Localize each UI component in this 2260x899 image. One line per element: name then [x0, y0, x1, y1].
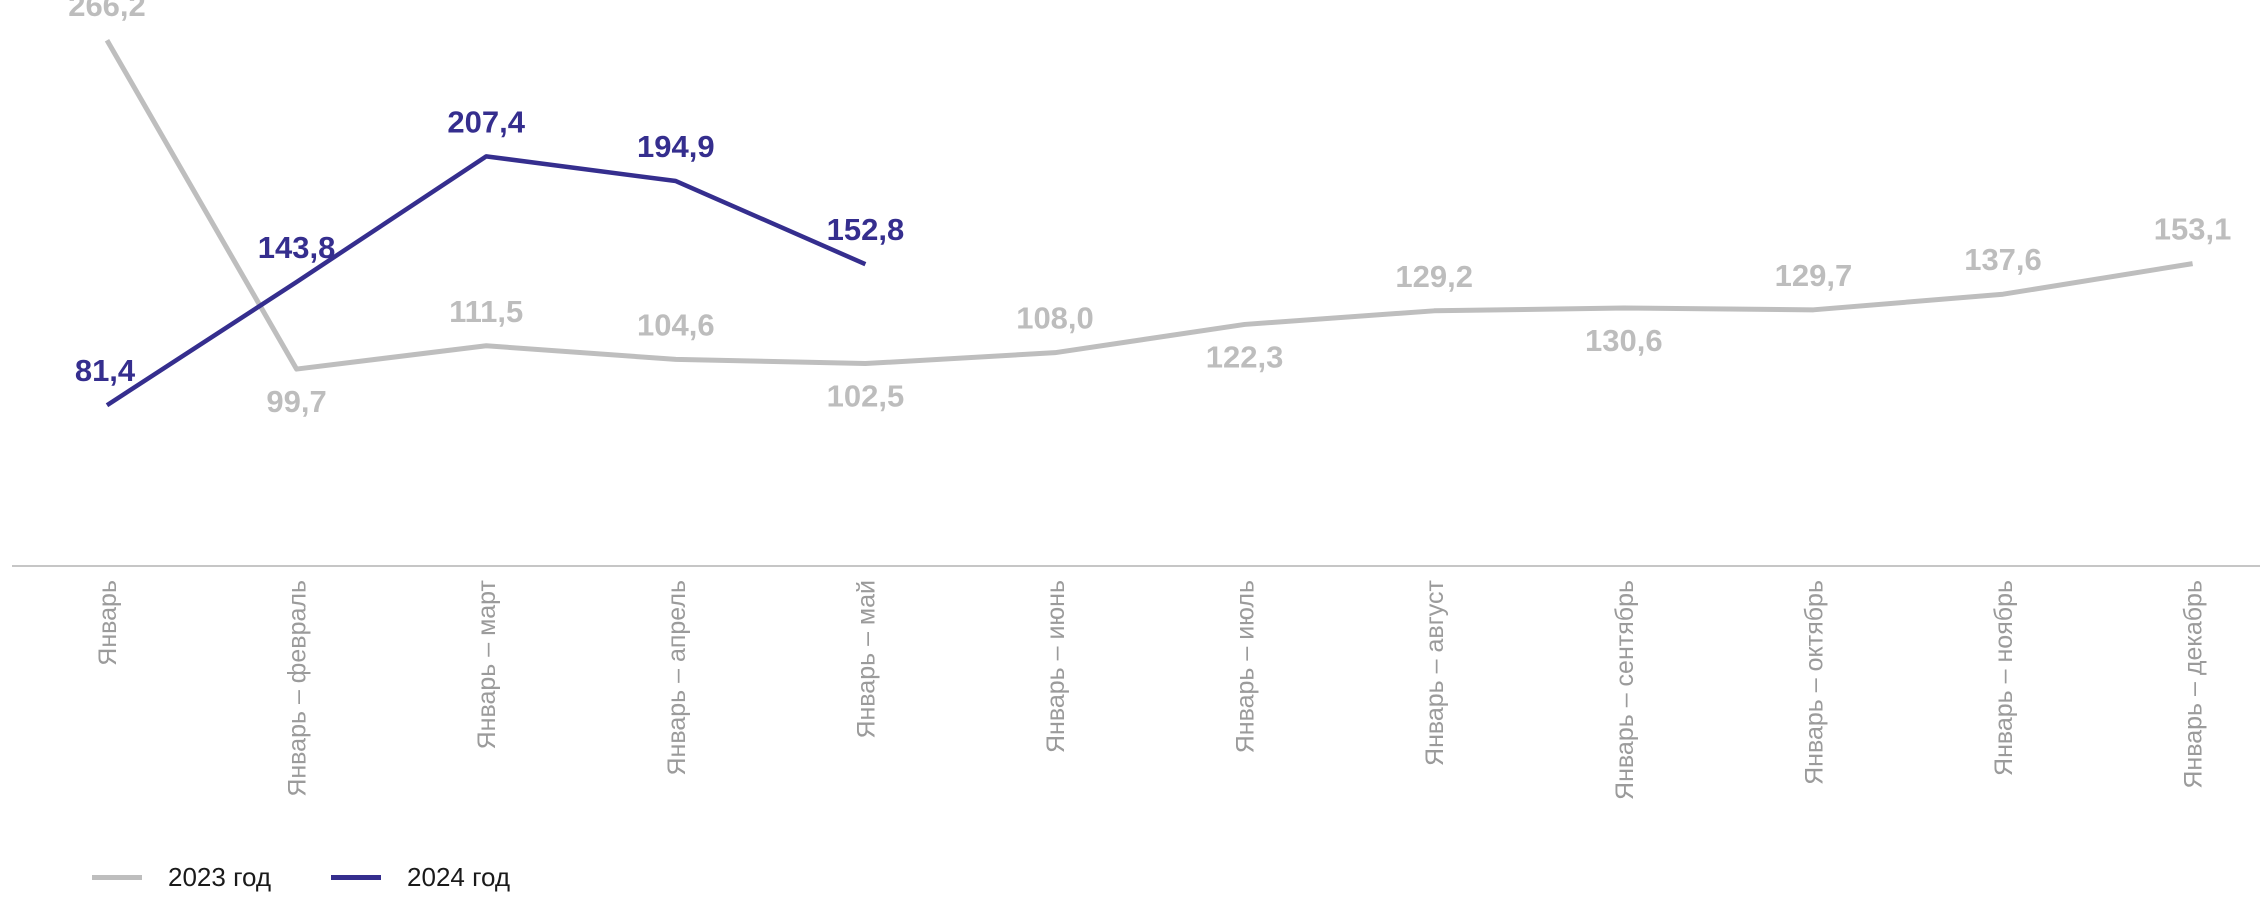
series-line-2024 [105, 154, 867, 408]
x-tick-label-11: Январь – декабрь [2180, 580, 2208, 789]
data-label-2023-11: 153,1 [2154, 212, 2232, 247]
series-line-2023 [104, 38, 2193, 372]
x-tick-label-9: Январь – октябрь [1800, 580, 1828, 785]
data-label-2023-4: 102,5 [827, 379, 905, 414]
data-label-2024-4: 152,8 [827, 212, 905, 247]
legend-label-2023: 2023 год [168, 862, 272, 892]
x-tick-label-10: Январь – ноябрь [1990, 580, 2018, 776]
x-tick-label-6: Январь – июль [1232, 580, 1260, 753]
data-label-2023-5: 108,0 [1016, 301, 1094, 336]
legend: 2023 год 2024 год [92, 862, 510, 893]
x-tick-label-2: Январь – март [473, 579, 501, 749]
data-label-2023-7: 129,2 [1395, 259, 1473, 294]
x-tick-label-3: Январь – апрель [663, 580, 691, 776]
data-label-2023-3: 104,6 [637, 307, 715, 342]
x-tick-label-8: Январь – сентябрь [1611, 580, 1639, 800]
x-tick-label-5: Январь – июнь [1042, 580, 1070, 753]
data-label-2023-8: 130,6 [1585, 323, 1663, 358]
data-label-2023-10: 137,6 [1964, 242, 2042, 277]
x-tick-label-7: Январь – август [1421, 579, 1449, 766]
legend-swatch-2023 [92, 875, 142, 880]
line-chart: 266,2 99,7 111,5 104,6 102,5 108,0 122,3 129,2 1… [12, 0, 2260, 800]
data-label-2023-2: 111,5 [449, 294, 523, 329]
data-label-2023-9: 129,7 [1775, 258, 1853, 293]
data-label-2023-1: 99,7 [266, 384, 326, 419]
legend-swatch-2024 [331, 875, 382, 880]
legend-label-2024: 2024 год [407, 862, 511, 892]
legend-item-2023: 2023 год [92, 862, 271, 893]
legend-item-2024: 2024 год [331, 862, 510, 893]
data-label-2024-2: 207,4 [447, 104, 525, 139]
data-label-2024-0: 81,4 [75, 353, 136, 388]
data-label-2023-6: 122,3 [1206, 339, 1284, 374]
x-tick-label-1: Январь – февраль [284, 580, 312, 797]
x-tick-label-0: Январь [94, 580, 122, 666]
data-label-2024-3: 194,9 [637, 129, 715, 164]
x-tick-label-4: Январь – май [852, 580, 880, 739]
data-label-2023-0: 266,2 [68, 0, 146, 23]
data-label-2024-1: 143,8 [258, 230, 336, 265]
